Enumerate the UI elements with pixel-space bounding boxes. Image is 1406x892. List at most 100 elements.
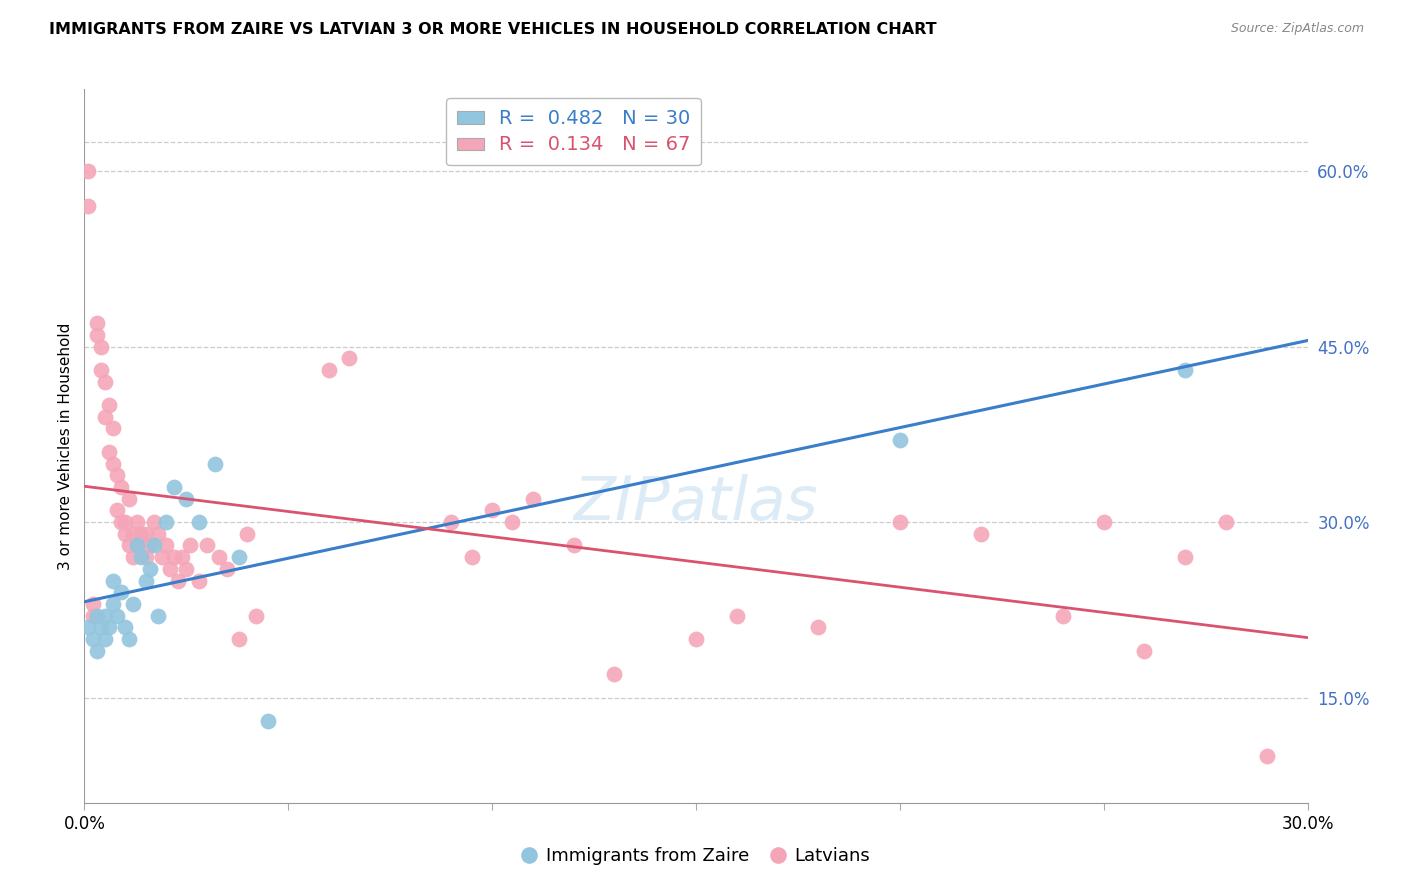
- Point: [179, 538, 201, 552]
- Point: [1052, 608, 1074, 623]
- Point: [122, 597, 145, 611]
- Point: [86, 316, 108, 330]
- Point: [90, 363, 112, 377]
- Point: [122, 550, 145, 565]
- Point: [114, 515, 136, 529]
- Point: [195, 538, 218, 552]
- Point: [204, 457, 226, 471]
- Point: [110, 585, 132, 599]
- Point: [142, 515, 165, 529]
- Point: [889, 515, 911, 529]
- Point: [1215, 515, 1237, 529]
- Point: [101, 457, 124, 471]
- Point: [138, 538, 160, 552]
- Point: [146, 526, 169, 541]
- Point: [101, 574, 124, 588]
- Point: [142, 538, 165, 552]
- Point: [86, 608, 108, 623]
- Point: [110, 480, 132, 494]
- Point: [105, 503, 128, 517]
- Point: [440, 515, 463, 529]
- Point: [90, 620, 112, 634]
- Text: Source: ZipAtlas.com: Source: ZipAtlas.com: [1230, 22, 1364, 36]
- Point: [970, 526, 993, 541]
- Point: [163, 550, 186, 565]
- Point: [1174, 363, 1197, 377]
- Point: [172, 550, 194, 565]
- Point: [217, 562, 239, 576]
- Point: [228, 632, 250, 646]
- Point: [1092, 515, 1115, 529]
- Point: [257, 714, 280, 728]
- Point: [135, 550, 157, 565]
- Point: [101, 597, 124, 611]
- Point: [82, 597, 104, 611]
- Point: [105, 468, 128, 483]
- Point: [135, 574, 157, 588]
- Point: [77, 199, 100, 213]
- Point: [187, 515, 209, 529]
- Point: [174, 562, 197, 576]
- Point: [97, 398, 120, 412]
- Point: [93, 409, 115, 424]
- Point: [105, 608, 128, 623]
- Point: [86, 644, 108, 658]
- Point: [93, 375, 115, 389]
- Point: [167, 574, 190, 588]
- Point: [90, 340, 112, 354]
- Point: [1174, 550, 1197, 565]
- Point: [155, 538, 177, 552]
- Point: [725, 608, 748, 623]
- Point: [562, 538, 585, 552]
- Point: [127, 515, 149, 529]
- Point: [77, 620, 100, 634]
- Point: [93, 632, 115, 646]
- Point: [122, 526, 145, 541]
- Point: [93, 608, 115, 623]
- Point: [1133, 644, 1156, 658]
- Legend: Immigrants from Zaire, Latvians: Immigrants from Zaire, Latvians: [515, 840, 877, 872]
- Point: [236, 526, 259, 541]
- Point: [502, 515, 524, 529]
- Point: [245, 608, 267, 623]
- Point: [228, 550, 250, 565]
- Text: IMMIGRANTS FROM ZAIRE VS LATVIAN 3 OR MORE VEHICLES IN HOUSEHOLD CORRELATION CHA: IMMIGRANTS FROM ZAIRE VS LATVIAN 3 OR MO…: [49, 22, 936, 37]
- Point: [150, 550, 173, 565]
- Point: [174, 491, 197, 506]
- Point: [146, 608, 169, 623]
- Point: [127, 538, 149, 552]
- Point: [807, 620, 830, 634]
- Point: [481, 503, 503, 517]
- Point: [82, 632, 104, 646]
- Point: [110, 515, 132, 529]
- Point: [97, 445, 120, 459]
- Point: [603, 667, 626, 681]
- Y-axis label: 3 or more Vehicles in Household: 3 or more Vehicles in Household: [58, 322, 73, 570]
- Point: [339, 351, 361, 366]
- Point: [135, 526, 157, 541]
- Point: [101, 421, 124, 435]
- Point: [131, 550, 153, 565]
- Point: [138, 562, 160, 576]
- Point: [86, 327, 108, 342]
- Point: [461, 550, 484, 565]
- Point: [318, 363, 340, 377]
- Point: [155, 515, 177, 529]
- Point: [159, 562, 181, 576]
- Point: [187, 574, 209, 588]
- Point: [118, 632, 141, 646]
- Point: [118, 538, 141, 552]
- Point: [114, 620, 136, 634]
- Point: [685, 632, 707, 646]
- Point: [114, 526, 136, 541]
- Point: [522, 491, 544, 506]
- Text: ZIPatlas: ZIPatlas: [574, 474, 818, 533]
- Point: [1256, 749, 1278, 764]
- Point: [889, 433, 911, 447]
- Point: [208, 550, 231, 565]
- Point: [77, 164, 100, 178]
- Point: [163, 480, 186, 494]
- Point: [118, 491, 141, 506]
- Point: [82, 608, 104, 623]
- Point: [97, 620, 120, 634]
